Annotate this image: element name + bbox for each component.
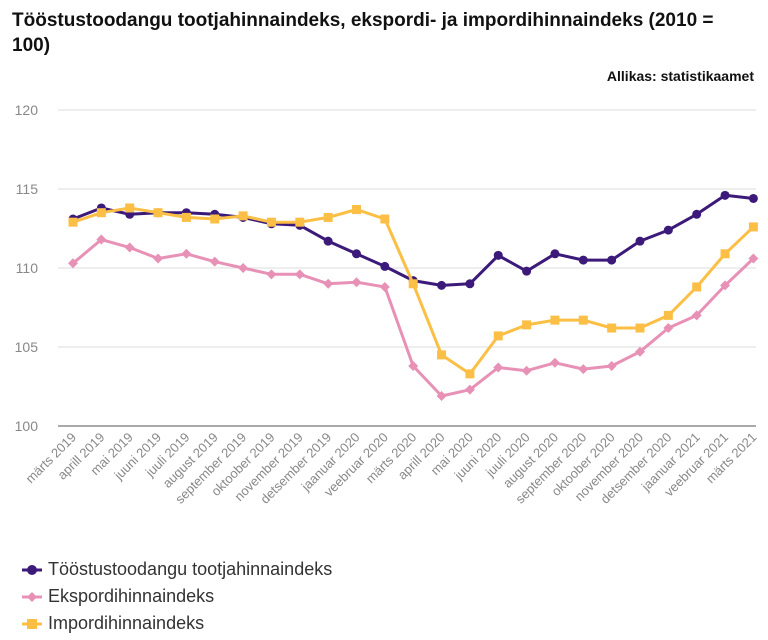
data-point [352, 205, 361, 215]
data-point [635, 323, 645, 333]
data-point [465, 369, 475, 379]
data-point [522, 320, 532, 330]
source-label: Allikas: statistikaamet [606, 68, 754, 84]
data-point [380, 214, 390, 224]
data-point [323, 212, 333, 222]
data-point [748, 222, 758, 232]
data-point [266, 269, 277, 280]
data-point [125, 203, 135, 213]
data-point [663, 323, 674, 334]
legend-item: Tööstustoodangu tootjahinnaindeks [22, 556, 332, 583]
data-point [550, 315, 560, 325]
data-point [521, 365, 532, 376]
data-point [379, 281, 390, 292]
data-point [124, 242, 135, 253]
legend-swatch [22, 564, 42, 575]
legend-label: Ekspordihinnaindeks [48, 586, 215, 606]
data-point [408, 279, 418, 289]
data-point [578, 315, 588, 325]
data-point [380, 261, 390, 271]
data-point [437, 350, 447, 360]
series-line [71, 238, 755, 398]
data-point [493, 250, 503, 260]
legend-item: Ekspordihinnaindeks [22, 583, 332, 610]
series-group [68, 190, 759, 401]
data-point [720, 249, 730, 259]
data-point [266, 217, 276, 227]
data-point [238, 211, 248, 221]
data-point [748, 253, 759, 264]
data-point [635, 346, 645, 357]
data-point [437, 280, 447, 290]
data-point [323, 236, 333, 246]
series-1 [68, 190, 758, 290]
y-tick-labels: 100 105 110 115 120 [15, 102, 39, 434]
data-point [294, 269, 305, 280]
data-point [663, 310, 673, 320]
data-point [352, 249, 361, 259]
data-point [635, 236, 645, 246]
data-point [493, 362, 504, 373]
data-point [465, 279, 475, 289]
data-point [692, 282, 702, 292]
data-point [606, 360, 617, 371]
data-point [238, 263, 249, 273]
data-point [493, 331, 503, 341]
y-tick-label: 100 [15, 418, 39, 434]
data-point [578, 364, 589, 375]
data-point [295, 217, 305, 227]
legend: Tööstustoodangu tootjahinnaindeks Ekspord… [22, 556, 332, 637]
data-point [153, 253, 164, 264]
legend-swatch [22, 591, 42, 602]
data-point [720, 190, 730, 200]
y-tick-label: 110 [16, 260, 39, 276]
data-point [181, 248, 192, 259]
data-point [663, 225, 673, 235]
data-point [464, 384, 475, 395]
data-point [351, 277, 362, 288]
data-point [549, 357, 560, 368]
legend-swatch [22, 618, 42, 629]
y-tick-label: 115 [16, 181, 39, 197]
data-point [748, 193, 758, 203]
series-line [71, 206, 755, 376]
series-2 [68, 234, 759, 401]
y-tick-label: 105 [15, 339, 39, 355]
data-point [436, 390, 447, 401]
series-3 [68, 203, 758, 379]
data-point [691, 310, 702, 321]
data-point [607, 255, 617, 265]
data-point [210, 214, 220, 224]
data-point [550, 249, 560, 259]
data-point [68, 258, 78, 269]
data-point [209, 256, 220, 267]
data-point [522, 266, 532, 276]
data-point [408, 360, 419, 371]
y-tick-label: 120 [15, 102, 39, 118]
legend-label: Impordihinnaindeks [48, 613, 205, 633]
data-point [68, 217, 78, 227]
chart-title: Tööstustoodangu tootjahinnaindeks, ekspo… [12, 10, 714, 56]
data-point [607, 323, 617, 333]
data-point [578, 255, 588, 265]
data-point [720, 280, 731, 291]
data-point [96, 208, 106, 218]
data-point [323, 278, 334, 289]
data-point [181, 212, 191, 222]
legend-item: Impordihinnaindeks [22, 610, 332, 637]
data-point [692, 209, 702, 219]
legend-label: Tööstustoodangu tootjahinnaindeks [48, 559, 333, 579]
data-point [153, 208, 163, 218]
data-point [96, 234, 107, 245]
series-line [71, 193, 755, 287]
